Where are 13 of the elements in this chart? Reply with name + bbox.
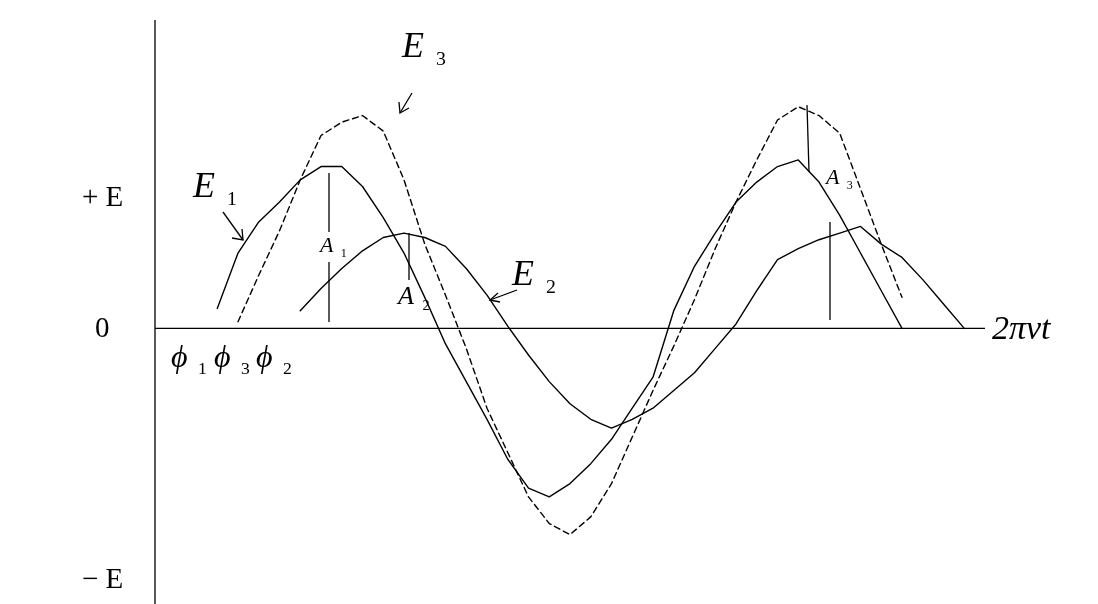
- annotation: A$_{1}$: [320, 232, 347, 260]
- annotation: ϕ$_{2}$: [256, 338, 292, 379]
- text: − E: [82, 562, 124, 594]
- series-label: E$_{1}$: [193, 165, 237, 209]
- x-axis-title: 2πνt: [992, 309, 1051, 346]
- legend-label: E$_{2}$: [512, 253, 556, 297]
- annotation: A$_{2}$: [398, 281, 430, 313]
- text: 0: [95, 311, 110, 343]
- text: + E: [82, 180, 124, 212]
- annotation: A$_{3}$: [826, 164, 853, 192]
- annotation: ϕ$_{1}$: [171, 338, 207, 379]
- annotation: ϕ$_{3}$: [214, 338, 250, 379]
- series-label: E$_{3}$: [402, 25, 446, 69]
